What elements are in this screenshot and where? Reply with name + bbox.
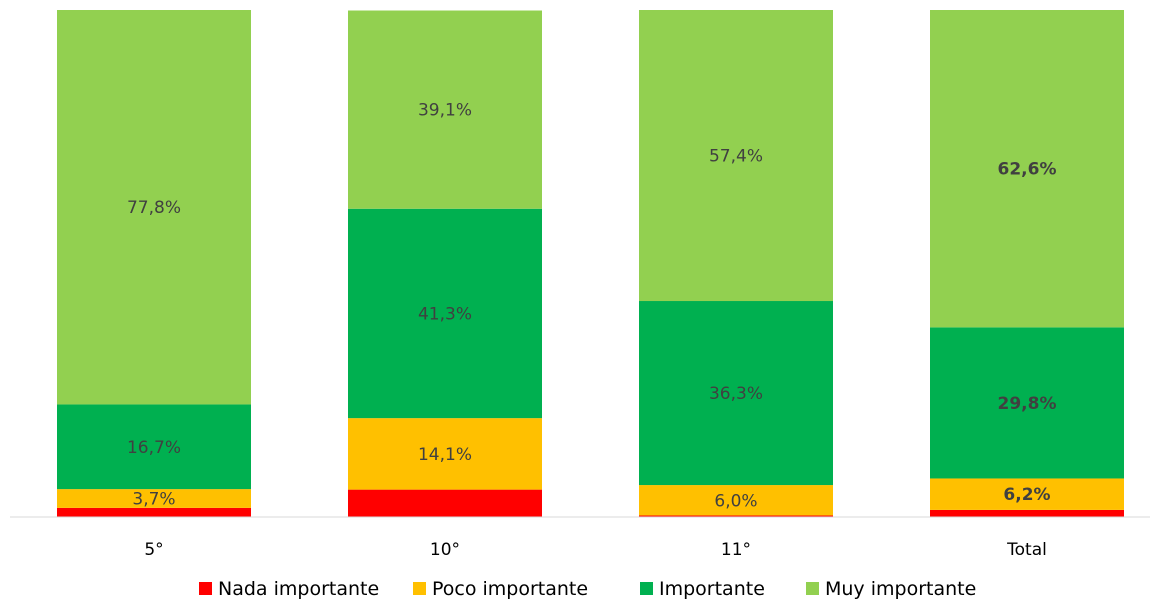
x-tick-label-5: 5°	[144, 540, 163, 560]
bar-segment-5-nada-importante	[57, 507, 251, 517]
data-label-total-poco-importante: 6,2%	[1003, 485, 1050, 505]
legend-item-nada-importante: Nada importante	[199, 578, 379, 600]
legend-swatch-muy-importante	[806, 582, 819, 595]
data-label-10-muy-importante: 39,1%	[418, 101, 472, 121]
data-label-10-poco-importante: 14,1%	[418, 445, 472, 465]
legend-swatch-nada-importante	[199, 582, 212, 595]
data-label-total-importante: 29,8%	[998, 394, 1057, 414]
bar-segment-5-importante	[57, 404, 251, 490]
legend-label-poco-importante: Poco importante	[432, 578, 588, 600]
legend-label-nada-importante: Nada importante	[218, 578, 379, 600]
bar-segment-total-nada-importante	[930, 509, 1124, 517]
bars-layer: 3,7% 16,7% 77,8% 14,1% 41,3% 39,1% 6,0% 36,3% 57…	[57, 10, 1124, 517]
data-label-5-importante: 16,7%	[127, 438, 181, 458]
bar-segment-10-nada-importante	[348, 489, 542, 517]
legend-item-poco-importante: Poco importante	[413, 578, 588, 600]
x-tick-label-total: Total	[1006, 540, 1047, 560]
data-label-5-muy-importante: 77,8%	[127, 198, 181, 218]
data-label-10-importante: 41,3%	[418, 304, 472, 324]
bar-segment-11-nada-importante	[639, 515, 833, 517]
bar-segment-11-importante	[639, 301, 833, 486]
legend-label-importante: Importante	[659, 578, 765, 600]
bar-segment-total-muy-importante	[930, 10, 1124, 328]
bar-segment-11-muy-importante	[639, 10, 833, 302]
bar-segment-total-poco-importante	[930, 478, 1124, 510]
data-label-total-muy-importante: 62,6%	[998, 160, 1057, 180]
bar-segment-10-importante	[348, 208, 542, 419]
bar-segment-5-muy-importante	[57, 10, 251, 405]
legend-label-muy-importante: Muy importante	[825, 578, 976, 600]
data-label-11-poco-importante: 6,0%	[714, 491, 757, 511]
bar-segment-total-importante	[930, 327, 1124, 479]
data-label-11-importante: 36,3%	[709, 384, 763, 404]
data-label-11-muy-importante: 57,4%	[709, 147, 763, 167]
bar-segment-10-poco-importante	[348, 418, 542, 490]
legend-swatch-importante	[640, 582, 653, 595]
legend-item-muy-importante: Muy importante	[806, 578, 976, 600]
bar-segment-5-poco-importante	[57, 489, 251, 508]
legend-swatch-poco-importante	[413, 582, 426, 595]
legend: Nada importante Poco importante Importante…	[199, 578, 976, 600]
legend-item-importante: Importante	[640, 578, 765, 600]
data-label-5-poco-importante: 3,7%	[132, 489, 175, 509]
bar-segment-10-muy-importante	[348, 10, 542, 209]
x-axis-ticks: 5° 10° 11° Total	[144, 540, 1047, 560]
x-tick-label-10: 10°	[430, 540, 460, 560]
x-tick-label-11: 11°	[721, 540, 751, 560]
bar-segment-11-poco-importante	[639, 485, 833, 516]
